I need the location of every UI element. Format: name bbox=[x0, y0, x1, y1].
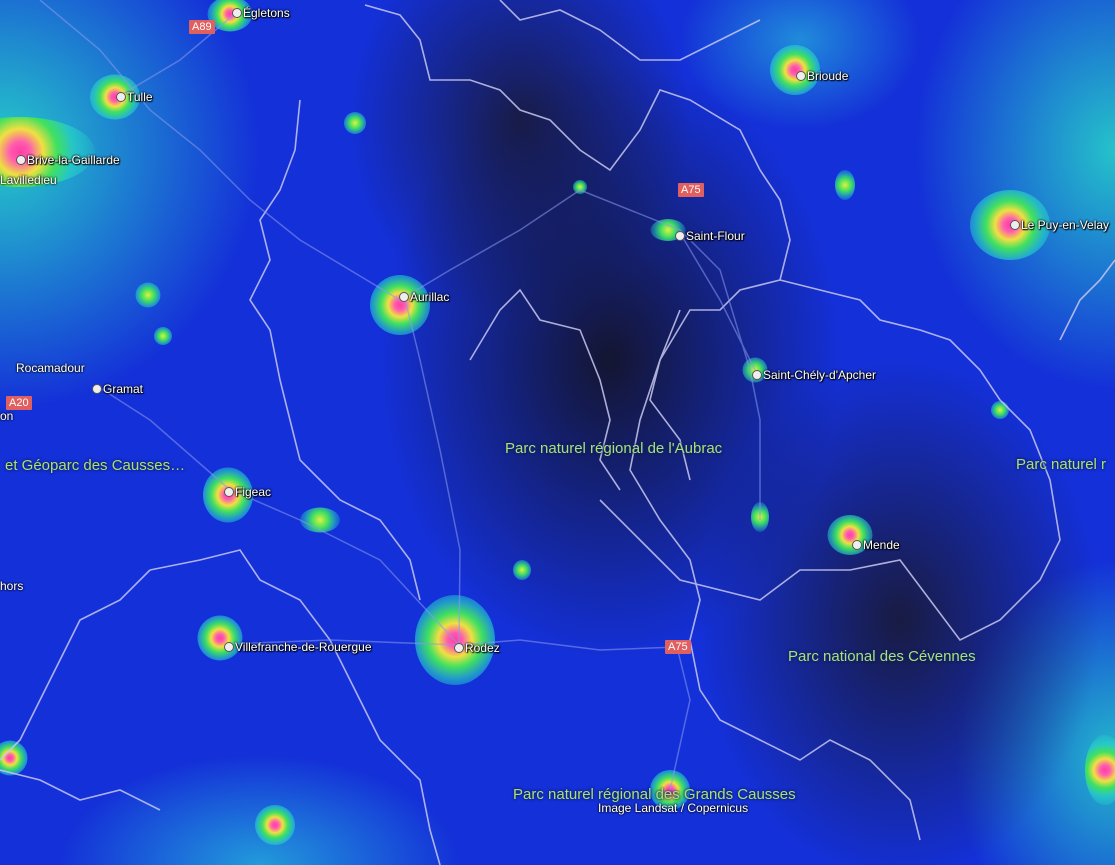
city-dot-icon bbox=[796, 71, 806, 81]
city-dot-icon bbox=[1010, 220, 1020, 230]
glow bbox=[154, 327, 172, 345]
road-shield: A75 bbox=[678, 183, 704, 197]
city-marker[interactable]: Rodez bbox=[454, 641, 500, 655]
road-shield: A89 bbox=[189, 20, 215, 34]
place-label: on bbox=[0, 409, 14, 423]
city-marker[interactable]: Brioude bbox=[796, 69, 848, 83]
city-dot-icon bbox=[675, 231, 685, 241]
city-label: Figeac bbox=[235, 485, 272, 499]
city-label: Brioude bbox=[807, 69, 849, 83]
city-dot-icon bbox=[224, 487, 234, 497]
park-label: Parc naturel r bbox=[1016, 456, 1107, 473]
place-label: hors bbox=[0, 579, 24, 593]
city-dot-icon bbox=[752, 370, 762, 380]
glow bbox=[300, 507, 340, 533]
city-label: Villefranche-de-Rouergue bbox=[235, 640, 372, 654]
city-marker[interactable]: Brive-la-Gaillarde bbox=[16, 153, 120, 167]
city-label: Rodez bbox=[465, 641, 500, 655]
glow bbox=[207, 0, 253, 32]
city-dot-icon bbox=[232, 8, 242, 18]
city-dot-icon bbox=[116, 92, 126, 102]
city-dot-icon bbox=[852, 540, 862, 550]
glow bbox=[197, 615, 243, 661]
city-dot-icon bbox=[16, 155, 26, 165]
park-label: Parc naturel régional des Grands Causses bbox=[513, 786, 796, 803]
city-marker[interactable]: Gramat bbox=[92, 382, 143, 396]
glow bbox=[835, 170, 855, 200]
attribution: Image Landsat / Copernicus bbox=[598, 801, 749, 815]
city-label: Aurillac bbox=[410, 290, 450, 304]
city-dot-icon bbox=[224, 642, 234, 652]
glow bbox=[90, 74, 140, 120]
city-dot-icon bbox=[454, 643, 464, 653]
city-marker[interactable]: Saint-Chély-d'Apcher bbox=[752, 368, 876, 382]
city-marker[interactable]: Mende bbox=[852, 538, 900, 552]
glow bbox=[770, 45, 820, 95]
city-label: Gramat bbox=[103, 382, 144, 396]
city-dot-icon bbox=[92, 384, 102, 394]
road-shield: A20 bbox=[6, 396, 32, 410]
city-label: Saint-Flour bbox=[686, 229, 745, 243]
place-label: Rocamadour bbox=[16, 361, 85, 375]
city-marker[interactable]: Saint-Flour bbox=[675, 229, 745, 243]
city-label: Tulle bbox=[127, 90, 153, 104]
city-label: Le Puy-en-Velay bbox=[1021, 218, 1110, 232]
city-label: Mende bbox=[863, 538, 900, 552]
park-label: Parc national des Cévennes bbox=[788, 648, 976, 665]
city-marker[interactable]: Aurillac bbox=[399, 290, 449, 304]
city-label: Brive-la-Gaillarde bbox=[27, 153, 120, 167]
city-marker[interactable]: Figeac bbox=[224, 485, 271, 499]
glow bbox=[1085, 735, 1115, 805]
park-label: Parc naturel régional de l'Aubrac bbox=[505, 440, 723, 457]
city-marker[interactable]: Villefranche-de-Rouergue bbox=[224, 640, 372, 654]
glow bbox=[344, 112, 366, 134]
place-label: Lavilledieu bbox=[0, 173, 57, 187]
city-label: Saint-Chély-d'Apcher bbox=[763, 368, 877, 382]
glow bbox=[827, 515, 873, 555]
glow bbox=[370, 275, 430, 335]
city-dot-icon bbox=[399, 292, 409, 302]
road-shield: A75 bbox=[665, 640, 691, 654]
city-marker[interactable]: Le Puy-en-Velay bbox=[1010, 218, 1109, 232]
city-marker[interactable]: Égletons bbox=[232, 6, 290, 20]
glow bbox=[513, 560, 531, 580]
glow bbox=[573, 180, 587, 194]
city-marker[interactable]: Tulle bbox=[116, 90, 153, 104]
park-label: et Géoparc des Causses… bbox=[5, 457, 186, 474]
glow bbox=[255, 805, 295, 845]
city-label: Égletons bbox=[243, 6, 290, 20]
glow bbox=[135, 282, 161, 308]
